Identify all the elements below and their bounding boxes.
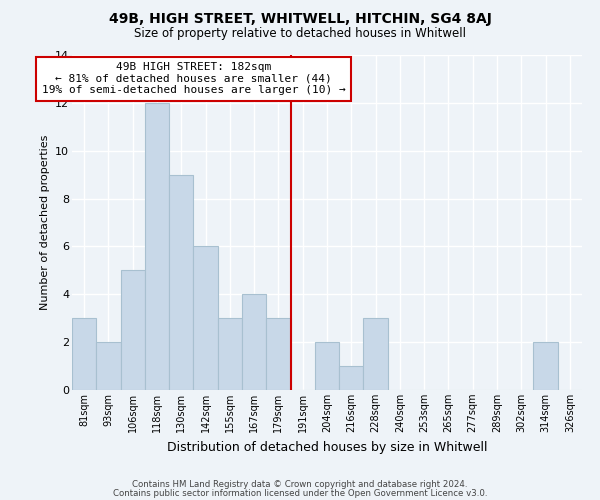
Text: Contains HM Land Registry data © Crown copyright and database right 2024.: Contains HM Land Registry data © Crown c… — [132, 480, 468, 489]
Bar — [121, 270, 145, 390]
Bar — [169, 174, 193, 390]
Bar — [315, 342, 339, 390]
X-axis label: Distribution of detached houses by size in Whitwell: Distribution of detached houses by size … — [167, 440, 487, 454]
Bar — [364, 318, 388, 390]
Bar — [218, 318, 242, 390]
Bar — [339, 366, 364, 390]
Text: 49B HIGH STREET: 182sqm
← 81% of detached houses are smaller (44)
19% of semi-de: 49B HIGH STREET: 182sqm ← 81% of detache… — [41, 62, 346, 96]
Bar — [72, 318, 96, 390]
Bar — [145, 103, 169, 390]
Text: Size of property relative to detached houses in Whitwell: Size of property relative to detached ho… — [134, 28, 466, 40]
Bar — [242, 294, 266, 390]
Text: Contains public sector information licensed under the Open Government Licence v3: Contains public sector information licen… — [113, 488, 487, 498]
Text: 49B, HIGH STREET, WHITWELL, HITCHIN, SG4 8AJ: 49B, HIGH STREET, WHITWELL, HITCHIN, SG4… — [109, 12, 491, 26]
Bar — [193, 246, 218, 390]
Bar — [533, 342, 558, 390]
Bar — [266, 318, 290, 390]
Y-axis label: Number of detached properties: Number of detached properties — [40, 135, 50, 310]
Bar — [96, 342, 121, 390]
